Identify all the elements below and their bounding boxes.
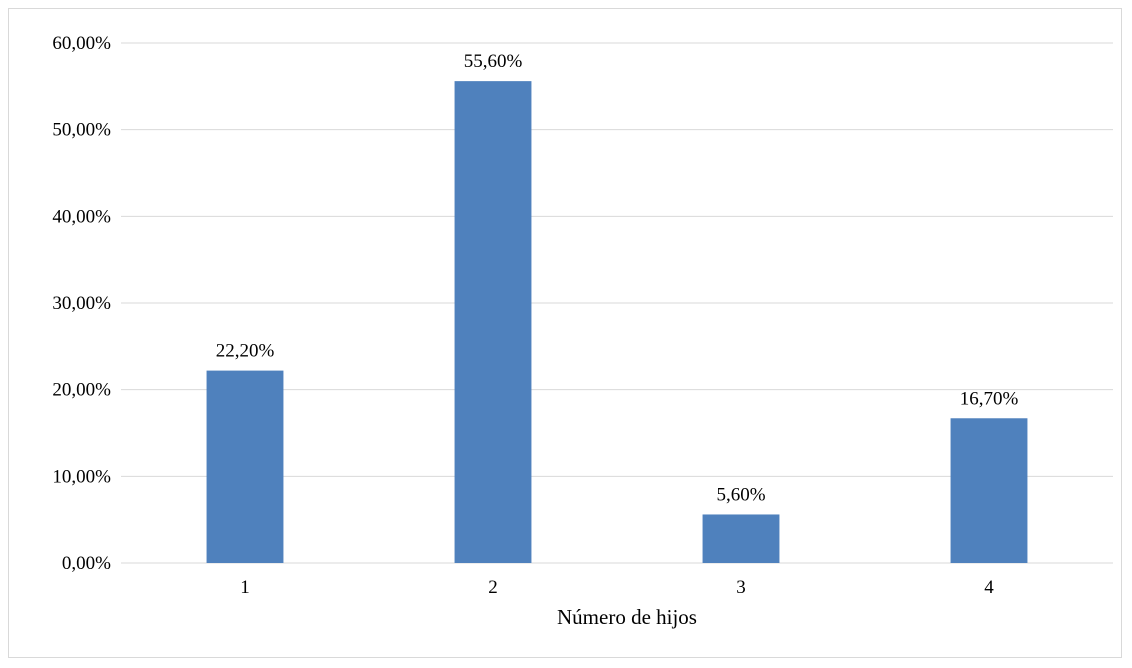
- x-axis-ticks: 1 2 3 4: [240, 577, 994, 598]
- bars: [206, 81, 1028, 563]
- data-label-3: 5,60%: [716, 484, 765, 505]
- data-label-1: 22,20%: [216, 341, 275, 362]
- x-tick-label: 3: [736, 577, 746, 598]
- y-tick-label: 40,00%: [52, 206, 111, 227]
- bar-3: [702, 514, 780, 563]
- y-tick-label: 10,00%: [52, 466, 111, 487]
- y-tick-label: 20,00%: [52, 380, 111, 401]
- y-tick-label: 30,00%: [52, 293, 111, 314]
- bar-4: [950, 418, 1028, 563]
- data-label-2: 55,60%: [464, 51, 523, 72]
- chart-frame: 22,20% 55,60% 5,60% 16,70% 0,00% 10,00% 20,00…: [8, 8, 1122, 658]
- gridlines: [121, 42, 1113, 564]
- x-tick-label: 4: [984, 577, 994, 598]
- data-labels: 22,20% 55,60% 5,60% 16,70%: [216, 51, 1019, 505]
- bar-1: [206, 370, 284, 563]
- data-label-4: 16,70%: [960, 388, 1019, 409]
- bar-chart: 22,20%55,60%5,60%16,70% 0,00%10,00%20,00…: [52, 33, 1113, 629]
- x-tick-label: 1: [240, 577, 250, 598]
- y-axis-ticks: 0,00% 10,00% 20,00% 30,00% 40,00% 50,00% 60,00…: [52, 33, 111, 574]
- y-tick-label: 50,00%: [52, 120, 111, 141]
- y-tick-label: 60,00%: [52, 33, 111, 54]
- x-axis-title: Número de hijos: [557, 605, 697, 629]
- bar-2: [454, 81, 532, 563]
- x-tick-label: 2: [488, 577, 498, 598]
- y-tick-label: 0,00%: [62, 553, 111, 574]
